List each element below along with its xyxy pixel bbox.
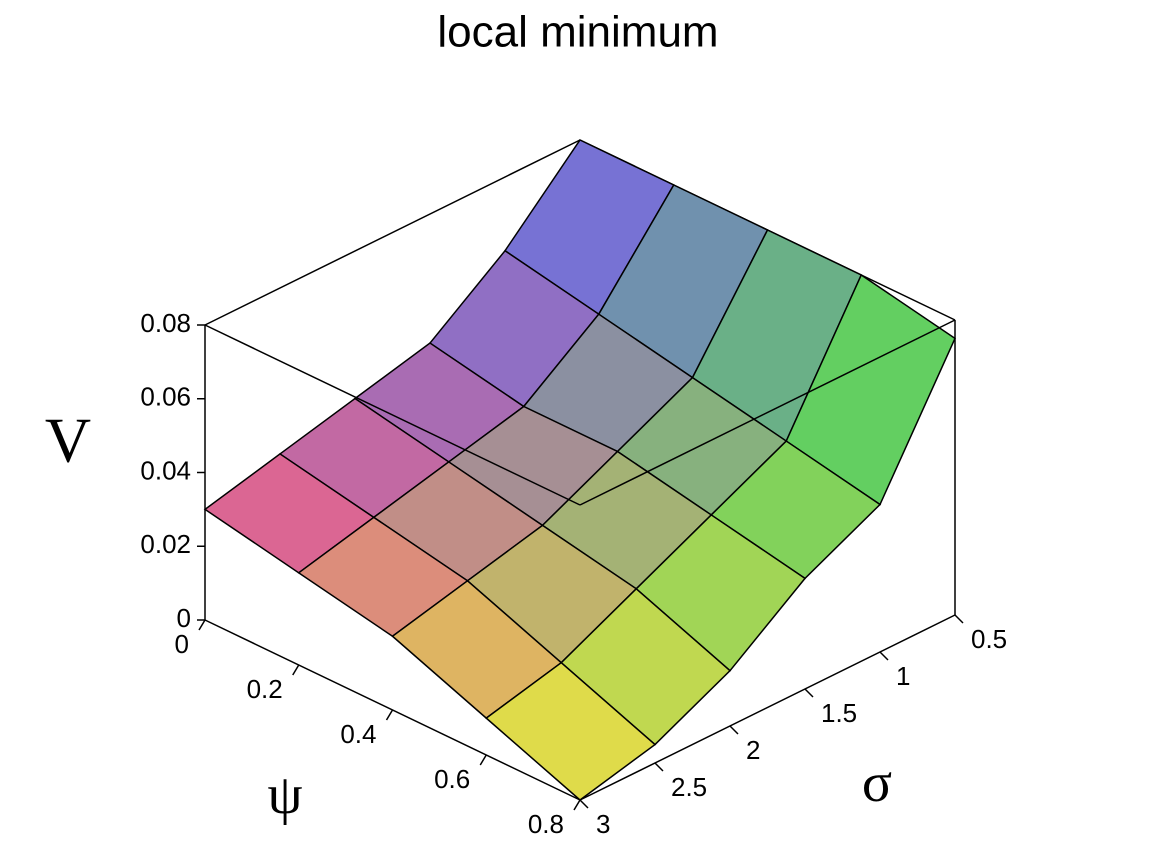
z-tick-label: 0.02 <box>140 529 191 559</box>
x-tick <box>385 709 394 721</box>
x-tick-label: 0.2 <box>247 674 283 704</box>
y-tick-label: 2.5 <box>671 772 707 802</box>
z-tick-label: 0 <box>177 603 191 633</box>
y-tick-label: 1.5 <box>821 698 857 728</box>
z-tick-label: 0.04 <box>140 455 191 485</box>
box-edge <box>204 324 581 506</box>
z-axis-label: V <box>45 405 91 476</box>
x-tick-label: 0.8 <box>528 809 564 839</box>
z-tick-label: 0.08 <box>140 308 191 338</box>
box-edge <box>204 139 581 326</box>
z-tick-label: 0.06 <box>140 382 191 412</box>
x-tick <box>292 664 300 676</box>
box-edge <box>579 614 956 801</box>
y-tick-label: 0.5 <box>971 624 1007 654</box>
box-edge <box>579 319 956 506</box>
y-tick-label: 2 <box>746 735 760 765</box>
y-tick <box>654 762 664 772</box>
y-tick <box>879 651 889 661</box>
y-tick <box>954 614 964 624</box>
y-tick <box>804 688 814 698</box>
x-tick <box>573 799 581 811</box>
x-tick <box>198 619 206 631</box>
y-tick-label: 1 <box>896 661 910 691</box>
x-tick-label: 0 <box>175 629 189 659</box>
y-axis-label: σ <box>862 752 892 814</box>
y-tick <box>579 799 589 809</box>
x-axis-label: ψ <box>267 764 302 826</box>
x-tick <box>479 754 487 766</box>
chart-title: local minimum <box>437 8 718 57</box>
x-tick-label: 0.6 <box>434 764 470 794</box>
y-tick <box>729 725 739 735</box>
x-tick-label: 0.4 <box>340 719 376 749</box>
y-tick-label: 3 <box>596 809 610 839</box>
